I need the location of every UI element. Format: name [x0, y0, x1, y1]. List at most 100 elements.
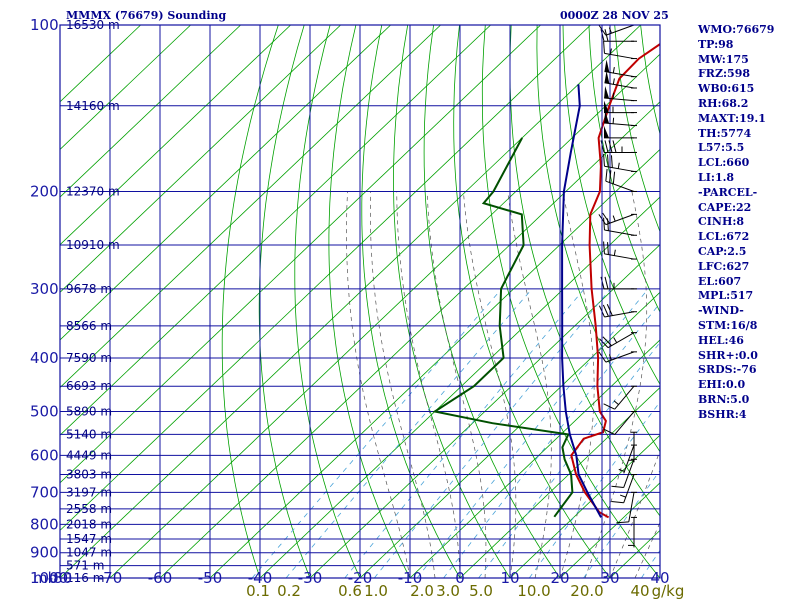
pressure-tick-label: 900 [30, 544, 59, 562]
pressure-tick-label: 500 [30, 403, 59, 421]
wind-barb-half-feather [609, 48, 612, 55]
wind-barb-feather [604, 140, 609, 153]
wind-barb-feather [607, 154, 609, 167]
parcel-profile-line [561, 84, 602, 518]
isotherm-line [159, 101, 660, 578]
wind-barb-feather [602, 304, 609, 317]
stability-index: BSHR:4 [698, 407, 747, 421]
pressure-tick-label: 200 [30, 182, 59, 200]
wind-barb [604, 110, 637, 127]
mixing-ratio-tick-label: 5.0 [469, 582, 493, 600]
stability-index: WB0:615 [698, 82, 755, 96]
wind-barb [599, 332, 637, 349]
stability-index: CAP:2.5 [698, 244, 747, 258]
wind-barb-staff [604, 122, 635, 127]
plot-border [59, 24, 661, 579]
height-label: 3803 m [66, 468, 112, 482]
stability-index: LCL:672 [698, 230, 750, 244]
stability-index: WMO:76679 [698, 23, 775, 36]
moist-adiabat-line [507, 191, 552, 578]
wind-barb-staff [604, 311, 635, 318]
wind-barb-feather [612, 140, 617, 153]
height-label: 5140 m [66, 427, 112, 441]
height-label: 9678 m [66, 282, 112, 296]
wind-barb-half-feather [613, 400, 619, 405]
stability-index: LCL:660 [698, 156, 750, 170]
dry-adiabat-line [393, 25, 511, 578]
height-label: 2558 m [66, 502, 112, 516]
moist-adiabat-line [346, 191, 411, 578]
height-label: 12370 m [66, 184, 120, 198]
isotherm-line [509, 434, 660, 578]
wind-barb [603, 153, 637, 172]
wind-barb [604, 59, 637, 78]
height-label: 571 m [66, 559, 104, 573]
wind-barb-feather [607, 218, 609, 231]
pressure-tick-label: 100 [30, 16, 59, 34]
isotherm-line [60, 25, 641, 578]
wind-barb-flag [604, 125, 609, 138]
wind-barb [603, 385, 637, 410]
isotherm-line [259, 196, 660, 578]
isotherm-line [60, 25, 491, 436]
stability-index: MW:175 [698, 52, 749, 66]
mixing-ratio-tick-label: 3.0 [436, 582, 460, 600]
dewpoint-profile-line [432, 137, 574, 518]
isotherm-line [60, 25, 191, 150]
wind-barb [603, 40, 637, 60]
stability-index: L57:5.5 [698, 141, 745, 155]
isotherm-line [109, 53, 660, 578]
wind-barb [604, 70, 637, 89]
stability-index: EHI:0.0 [698, 378, 746, 392]
isotherm-line [359, 291, 660, 578]
wind-barb-flag [604, 70, 610, 84]
height-label: 5890 m [66, 405, 112, 419]
isotherm-line [60, 25, 391, 341]
pressure-tick-label: 400 [30, 349, 59, 367]
stability-index: RH:68.2 [698, 96, 749, 110]
stability-index: EL:607 [698, 274, 742, 288]
wind-barb-staff [605, 351, 635, 363]
wind-barb-staff [614, 385, 635, 410]
wind-barb-staff [604, 70, 635, 78]
isotherm-line [559, 482, 660, 578]
mixing-ratio-tick-label: 1.0 [364, 582, 388, 600]
height-label: 14160 m [66, 99, 120, 113]
wind-barb-staff [604, 165, 635, 172]
wind-barb-feather [610, 155, 613, 168]
isotherm-line [60, 25, 291, 246]
stability-index: LI:1.8 [698, 170, 735, 184]
height-label: 4449 m [66, 448, 112, 462]
wind-barb-half-feather [612, 117, 615, 124]
wind-barb-staff [628, 492, 635, 522]
wind-barb-feather [602, 212, 610, 224]
wind-barb-flag [604, 110, 610, 124]
wind-barb-staff [604, 253, 635, 260]
wind-barb-feather [603, 403, 615, 410]
wind-barb-staff [604, 52, 635, 60]
isotherm-line [60, 25, 591, 531]
wind-barb [616, 491, 637, 524]
stability-index: CAPE:22 [698, 200, 752, 214]
pressure-tick-label: 1000 [30, 569, 68, 587]
dry-adiabat-line [328, 25, 411, 578]
wind-barb-staff [623, 474, 635, 503]
moist-adiabat-line [609, 449, 660, 578]
wind-barb-feather [616, 521, 629, 524]
stability-index: FRZ:598 [698, 67, 751, 81]
mixing-ratio-tick-label: 0.2 [277, 582, 301, 600]
mixing-ratio-line [251, 288, 503, 578]
wind-barb [604, 86, 637, 102]
height-label: 10910 m [66, 238, 120, 252]
wind-barb [600, 29, 637, 42]
moist-adiabat-line [559, 191, 595, 578]
isotherm-line [60, 25, 241, 198]
wind-barb [603, 411, 637, 435]
wind-barb-half-feather [617, 162, 620, 169]
wind-barb-half-feather [612, 78, 615, 85]
wind-barb-staff [605, 213, 635, 226]
wind-barb [628, 516, 637, 548]
isotherm-line [409, 339, 660, 578]
wind-barb-feather [611, 500, 624, 504]
wind-barb [605, 168, 637, 192]
